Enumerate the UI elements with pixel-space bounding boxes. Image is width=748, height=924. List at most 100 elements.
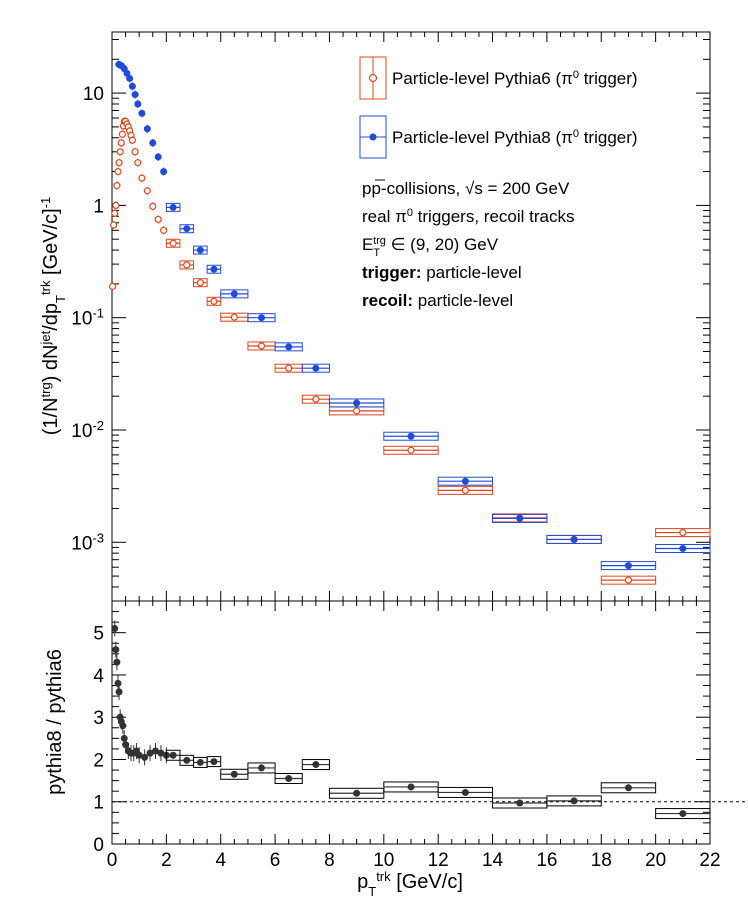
data-point-pythia8 — [126, 74, 134, 82]
data-point-pythia6 — [257, 342, 266, 350]
ratio-point — [285, 774, 293, 782]
data-point-pythia6 — [154, 215, 162, 224]
data-point-pythia6 — [110, 221, 118, 229]
y-tick-label-lower: 5 — [93, 624, 104, 645]
ratio-point — [169, 751, 177, 759]
data-point-pythia6 — [108, 282, 117, 290]
data-point-pythia6 — [679, 528, 687, 537]
data-point-pythia8 — [160, 168, 168, 176]
annotation-recoil-level: recoil: particle-level — [362, 291, 513, 310]
data-point-pythia6 — [114, 167, 122, 176]
ratio-point — [353, 789, 361, 797]
ratio-point — [407, 783, 415, 791]
data-point-pythia8 — [134, 100, 142, 108]
y-tick-label-lower: 3 — [93, 708, 104, 729]
annotation-collisions: pp-collisions, √s = 200 GeV — [362, 179, 570, 198]
data-point-pythia6 — [117, 139, 125, 147]
x-tick-label: 18 — [591, 850, 612, 871]
data-point-pythia6 — [407, 446, 415, 454]
x-tick-label: 22 — [699, 850, 720, 871]
x-tick-label: 2 — [161, 850, 172, 871]
x-tick-label: 20 — [645, 850, 666, 871]
data-point-pythia6 — [112, 201, 120, 209]
data-point-pythia6 — [196, 279, 204, 287]
data-point-pythia6 — [115, 159, 123, 167]
data-point-pythia6 — [461, 486, 469, 494]
svg-text:Particle-level Pythia6 (π0 tri: Particle-level Pythia6 (π0 trigger) — [392, 69, 638, 88]
y-tick-label-upper: 1 — [93, 196, 104, 217]
ratio-point — [230, 770, 238, 778]
data-point-pythia6 — [160, 226, 168, 234]
data-point-pythia6 — [149, 202, 157, 210]
data-point-pythia6 — [128, 136, 136, 144]
data-point-pythia6 — [210, 297, 218, 305]
ratio-point — [183, 756, 191, 764]
data-point-pythia6 — [183, 261, 191, 269]
data-point-pythia6 — [118, 130, 126, 138]
ratio-point — [157, 749, 165, 757]
x-tick-label: 0 — [107, 850, 118, 871]
ratio-point — [151, 747, 159, 755]
x-tick-label: 4 — [215, 850, 226, 871]
x-tick-label: 10 — [373, 850, 394, 871]
ratio-point — [122, 741, 130, 749]
data-point-pythia8 — [679, 545, 687, 553]
y-tick-label-lower: 1 — [93, 793, 104, 814]
annotation-triggers: real π0 triggers, recoil tracks — [362, 207, 574, 226]
data-point-pythia8 — [123, 69, 131, 77]
data-point-pythia8 — [210, 265, 218, 273]
data-point-pythia6 — [169, 239, 177, 247]
x-tick-label: 14 — [482, 850, 504, 871]
data-point-pythia6 — [131, 148, 139, 156]
x-tick-label: 12 — [428, 850, 449, 871]
data-point-pythia8 — [285, 343, 293, 351]
ratio-point — [146, 749, 154, 757]
ratio-point — [461, 788, 469, 796]
ratio-point — [113, 658, 121, 666]
data-point-pythia6 — [285, 364, 293, 372]
data-point-pythia6 — [111, 209, 119, 217]
y-tick-label-lower: 2 — [93, 750, 104, 771]
ratio-point — [210, 758, 218, 766]
ratio-point — [111, 624, 119, 632]
y-tick-label-upper: 10-3 — [71, 530, 104, 555]
ratio-point — [115, 688, 123, 696]
ratio-point — [119, 722, 127, 730]
ratio-point — [679, 810, 687, 818]
data-point-pythia6 — [312, 395, 320, 403]
data-point-pythia8 — [149, 139, 157, 147]
data-point-pythia8 — [312, 364, 320, 372]
data-point-pythia8 — [407, 432, 415, 440]
ratio-point — [141, 753, 149, 761]
data-point-pythia8 — [128, 82, 136, 90]
x-tick-label: 6 — [270, 850, 281, 871]
data-point-pythia8 — [570, 535, 578, 543]
svg-text:Particle-level Pythia8 (π0 tri: Particle-level Pythia8 (π0 trigger) — [392, 128, 638, 147]
data-point-pythia6 — [113, 182, 121, 190]
ratio-plot-series — [111, 620, 711, 820]
data-point-pythia8 — [230, 290, 238, 298]
data-point-pythia8 — [258, 314, 265, 322]
ratio-point — [516, 799, 524, 807]
ratio-point — [624, 784, 632, 792]
ratio-point — [312, 761, 320, 769]
y-tick-label-lower: 4 — [93, 666, 104, 687]
annotation-trigger-level: trigger: particle-level — [362, 263, 522, 282]
data-point-pythia8 — [154, 153, 162, 161]
main-plot-series — [108, 60, 711, 585]
data-point-pythia8 — [131, 91, 139, 99]
data-point-pythia8 — [353, 399, 361, 407]
data-point-pythia8 — [143, 125, 151, 133]
x-tick-label: 8 — [324, 850, 335, 871]
data-point-pythia6 — [116, 148, 124, 156]
y-tick-label-upper: 10 — [83, 84, 104, 105]
ratio-point — [120, 734, 128, 742]
data-point-pythia8 — [624, 562, 632, 570]
ratio-point — [112, 646, 120, 654]
legend-marker-pythia8 — [369, 133, 377, 141]
data-point-pythia8 — [169, 203, 177, 211]
ratio-y-axis-label: pythia8 / pythia6 — [44, 649, 66, 795]
ratio-point — [570, 797, 578, 805]
